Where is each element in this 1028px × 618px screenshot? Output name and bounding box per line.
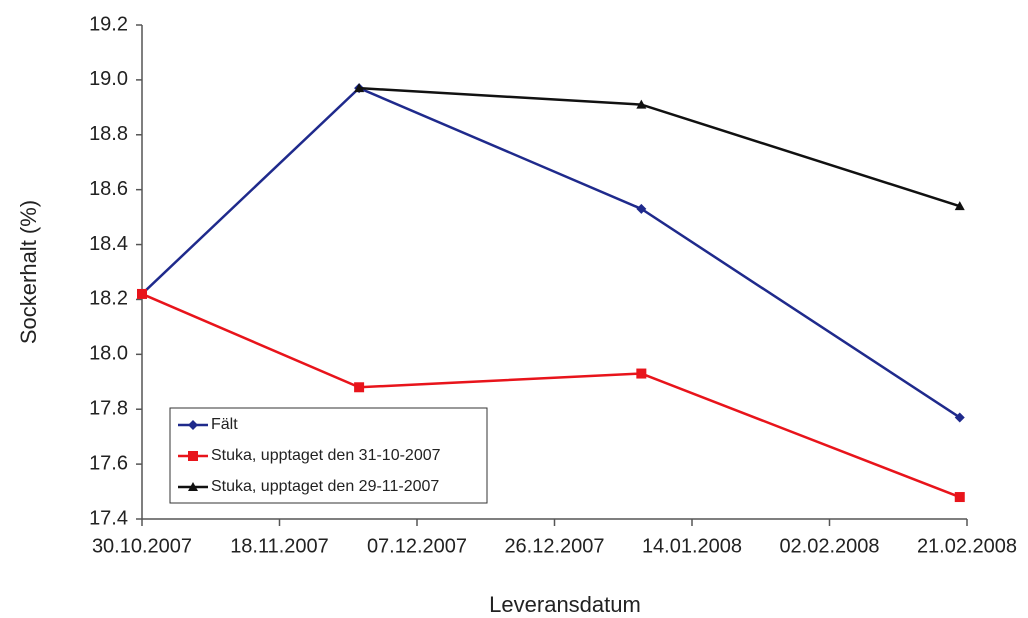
y-tick-label: 18.2: [89, 288, 128, 310]
legend-box: [169, 407, 488, 504]
marker: [188, 482, 198, 491]
marker: [636, 203, 647, 214]
legend-label: Stuka, upptaget den 31-10-2007: [211, 447, 441, 464]
x-axis-label: Leveransdatum: [489, 592, 641, 617]
x-tick-label: 07.12.2007: [367, 535, 467, 557]
legend-label: Stuka, upptaget den 29-11-2007: [211, 478, 439, 495]
x-tick-label: 18.11.2007: [230, 535, 329, 557]
legend-label: Fält: [211, 416, 238, 433]
y-tick-label: 19.2: [89, 13, 128, 35]
y-tick-label: 18.0: [89, 343, 128, 365]
y-tick-label: 17.4: [89, 507, 128, 529]
y-tick-label: 18.8: [89, 123, 128, 145]
marker: [354, 382, 365, 393]
y-tick-label: 17.6: [89, 452, 128, 474]
marker: [137, 288, 147, 299]
marker: [954, 492, 965, 503]
series-line: [359, 86, 961, 208]
marker: [636, 368, 647, 379]
y-tick-label: 18.4: [89, 233, 128, 255]
x-tick-label: 21.02.2008: [917, 535, 1017, 557]
marker: [354, 83, 365, 93]
series-line: [141, 86, 961, 419]
y-axis-label: Sockerhalt (%): [16, 200, 41, 344]
series-line: [141, 292, 961, 499]
y-tick-label: 18.6: [89, 178, 128, 200]
y-tick-label: 19.0: [89, 68, 128, 90]
x-tick-label: 14.01.2008: [642, 535, 742, 557]
x-tick-label: 02.02.2008: [779, 535, 879, 557]
x-tick-label: 26.12.2007: [504, 535, 604, 557]
marker: [188, 420, 198, 430]
marker: [954, 201, 965, 211]
x-tick-label: 30.10.2007: [92, 535, 192, 557]
y-tick-label: 17.8: [89, 398, 128, 420]
marker: [636, 99, 647, 109]
marker: [188, 451, 198, 461]
marker: [954, 412, 965, 423]
